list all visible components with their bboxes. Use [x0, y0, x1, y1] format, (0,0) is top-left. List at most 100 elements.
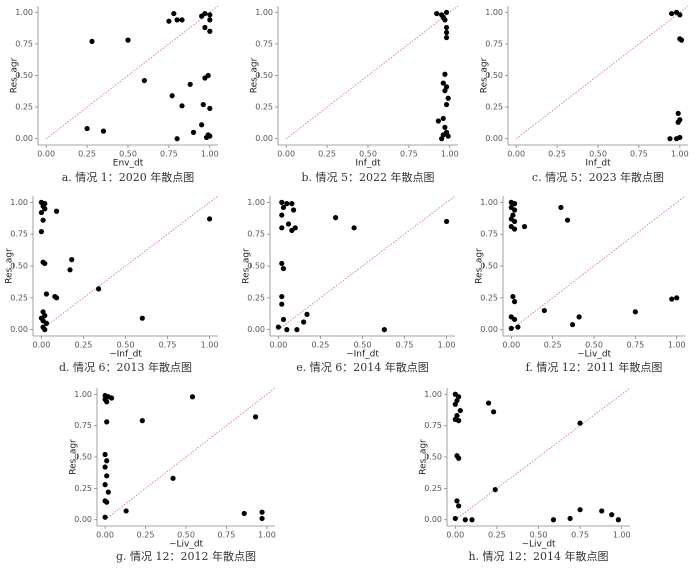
x-tick-label: 1.00	[441, 150, 459, 159]
point	[171, 10, 177, 17]
point	[332, 215, 339, 221]
x-tick-label: 0.00	[37, 150, 55, 159]
point	[275, 324, 282, 330]
point	[515, 324, 521, 330]
point	[632, 309, 638, 315]
caption: c. 情况 5：2023 年散点图	[532, 170, 664, 184]
y-tick-label: 0.00	[255, 134, 273, 143]
reference-diagonal	[41, 195, 219, 330]
y-tick-label: 1.00	[480, 198, 498, 207]
point	[511, 299, 518, 305]
point	[284, 201, 290, 207]
y-tick-label: 0.00	[74, 515, 92, 524]
x-tick-label: 0.50	[530, 531, 548, 540]
reference-diagonal	[104, 387, 276, 521]
caption: g. 情况 12：2012 年散点图	[116, 549, 256, 563]
x-tick-label: 0.00	[96, 531, 114, 540]
y-tick-label: 0.25	[10, 293, 28, 302]
y-tick-label: 0.25	[424, 484, 442, 493]
point	[280, 265, 287, 272]
y-tick-label: 0.25	[480, 293, 498, 302]
y-tick-label: 0.50	[255, 71, 273, 80]
x-tick-label: 1.00	[438, 341, 456, 350]
y-tick-label: 0.75	[247, 230, 265, 239]
point	[294, 327, 300, 333]
y-tick-label: 0.00	[10, 325, 28, 334]
y-tick-label: 1.00	[10, 198, 28, 207]
point	[615, 517, 621, 523]
point	[456, 418, 462, 424]
point	[462, 517, 468, 523]
point	[104, 458, 110, 464]
x-tick-label: 0.50	[359, 150, 377, 159]
point	[166, 18, 172, 24]
y-tick-label: 0.50	[74, 453, 92, 462]
point	[199, 122, 205, 128]
y-tick-label: 0.50	[10, 262, 28, 271]
point	[279, 225, 285, 231]
y-tick-label: 0.75	[10, 230, 28, 239]
point	[53, 295, 60, 301]
point	[443, 34, 450, 41]
x-tick-label: 1.00	[258, 531, 276, 540]
point	[677, 12, 683, 18]
point	[207, 28, 213, 34]
point	[190, 129, 197, 135]
point	[174, 136, 180, 142]
point	[203, 134, 210, 141]
y-tick-label: 1.00	[247, 198, 265, 207]
point	[125, 37, 131, 43]
point	[456, 503, 462, 509]
point	[84, 125, 90, 132]
point	[569, 321, 576, 328]
point	[69, 257, 75, 263]
point	[169, 93, 175, 99]
x-axis-label: ~Inf_dt	[346, 350, 379, 360]
point	[42, 260, 48, 267]
point	[202, 24, 208, 31]
point	[189, 394, 196, 400]
point	[558, 204, 564, 211]
x-tick-label: 0.75	[400, 150, 418, 159]
y-axis-label: Res_agr	[250, 57, 260, 93]
point	[53, 208, 60, 214]
point	[200, 101, 206, 108]
point	[104, 399, 110, 405]
point	[442, 17, 448, 23]
caption: b. 情况 5：2022 年散点图	[301, 170, 434, 184]
point	[40, 217, 46, 223]
point	[174, 17, 180, 23]
point	[511, 218, 518, 225]
point	[675, 110, 681, 117]
point	[508, 325, 514, 331]
point	[667, 136, 673, 142]
point	[102, 451, 108, 458]
point	[577, 420, 583, 426]
x-tick-label: 0.75	[160, 150, 178, 159]
point	[669, 296, 675, 302]
x-axis-label: Inf_dt	[585, 159, 611, 169]
y-tick-label: 0.75	[15, 39, 33, 48]
x-tick-label: 1.00	[671, 150, 689, 159]
point	[279, 293, 285, 300]
y-axis-label: Res_agr	[69, 439, 79, 475]
point	[577, 507, 583, 513]
point	[289, 201, 295, 207]
point	[187, 81, 193, 87]
y-axis-label: Res_agr	[242, 248, 252, 284]
x-tick-label: 0.75	[571, 531, 589, 540]
point	[456, 455, 462, 461]
point	[445, 133, 451, 139]
point	[442, 124, 448, 130]
point	[207, 105, 213, 111]
point	[351, 225, 357, 231]
x-tick-label: 0.50	[119, 150, 137, 159]
point	[609, 512, 615, 518]
point	[289, 227, 295, 233]
point	[511, 316, 518, 323]
x-axis-label: ~Liv_dt	[169, 540, 204, 550]
point	[511, 207, 518, 213]
point	[381, 327, 387, 333]
point	[445, 95, 451, 101]
point	[279, 199, 285, 205]
